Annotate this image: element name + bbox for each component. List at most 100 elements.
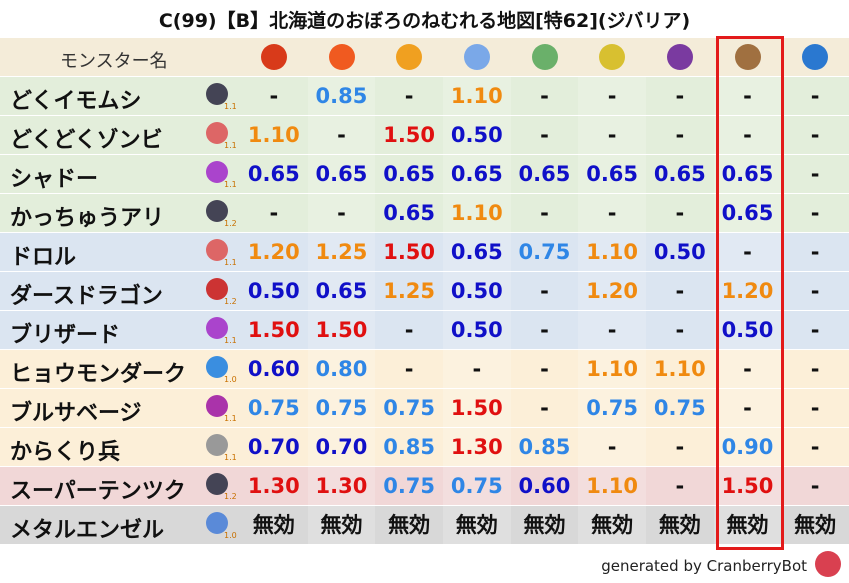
value-cell: - xyxy=(810,279,820,303)
version: 1.1 xyxy=(224,336,237,345)
name-cell: どくどくゾンビ 1.1 xyxy=(0,116,240,154)
value-cell: 0.50 xyxy=(713,311,782,349)
value-cell: - xyxy=(810,84,820,108)
value-cell: 1.50 xyxy=(443,389,511,427)
monster-icon xyxy=(206,317,228,339)
value-cell: - xyxy=(269,84,279,108)
monster-name: どくどくゾンビ xyxy=(10,128,163,153)
monster-row: どくイモムシ 1.1 - 0.85 - 1.10 - - - - - xyxy=(0,77,849,116)
monster-row: ヒョウモンダーク 1.0 0.60 0.80- - -1.10 1.10- - xyxy=(0,350,849,389)
value-cell: - xyxy=(578,428,646,466)
value-cell: - xyxy=(540,279,549,303)
monster-name: ドロル xyxy=(10,245,77,270)
version: 1.1 xyxy=(224,180,237,189)
version: 1.1 xyxy=(224,414,237,423)
monster-row: ダースドラゴン 1.2 0.50 0.65 1.25 0.50 - 1.20 - 1.20 - xyxy=(0,272,849,311)
value-cell: - xyxy=(675,123,685,147)
value-cell: 無効 xyxy=(307,506,376,544)
value-cell: - xyxy=(404,357,414,381)
value-cell: 0.75 xyxy=(518,240,571,264)
value-cell: 無効 xyxy=(794,513,837,537)
value-cell: 0.65 xyxy=(653,162,706,186)
monster-name: かっちゅうアリ xyxy=(10,206,165,231)
name-cell: ドロル 1.1 xyxy=(0,233,240,271)
name-cell: メタルエンゼル 1.0 xyxy=(0,506,240,544)
value-cell: 0.65 xyxy=(443,155,511,193)
element-icon xyxy=(599,44,626,70)
element-icon xyxy=(802,44,829,70)
monster-row: メタルエンゼル 1.0 無効 無効 無効 無効 無効 無効 無効 無効 無効 xyxy=(0,506,849,545)
value-cell: 1.50 xyxy=(307,311,376,349)
value-cell: - xyxy=(540,318,549,342)
monster-icon xyxy=(206,512,228,534)
monster-icon xyxy=(206,161,228,183)
value-cell: - xyxy=(307,194,376,232)
value-cell: 0.60 xyxy=(518,474,571,498)
value-cell: 1.10 xyxy=(578,350,646,388)
value-cell: - xyxy=(540,357,549,381)
value-cell: - xyxy=(578,116,646,154)
value-cell: - xyxy=(810,318,820,342)
version: 1.2 xyxy=(224,297,237,306)
highlight-box xyxy=(716,36,784,550)
monster-name: どくイモムシ xyxy=(10,89,142,114)
value-cell: 無効 xyxy=(578,506,646,544)
value-cell: - xyxy=(269,201,279,225)
value-cell: - xyxy=(404,318,414,342)
element-icon xyxy=(328,44,355,70)
value-cell: - xyxy=(675,318,685,342)
name-cell: ブルサベージ 1.1 xyxy=(0,389,240,427)
value-cell: 1.50 xyxy=(713,467,782,505)
element-icon xyxy=(734,44,761,70)
value-cell: 1.30 xyxy=(443,428,511,466)
value-cell: - xyxy=(810,396,820,420)
element-icon xyxy=(396,44,423,70)
monster-icon xyxy=(206,395,228,417)
monster-icon xyxy=(206,434,228,456)
monster-name: ブルサベージ xyxy=(10,401,142,426)
value-cell: - xyxy=(540,201,549,225)
value-cell: 1.10 xyxy=(578,233,646,271)
value-cell: - xyxy=(578,77,646,115)
bot-icon xyxy=(815,551,841,577)
value-cell: 0.75 xyxy=(653,396,706,420)
value-cell: 0.65 xyxy=(383,162,436,186)
value-cell: 0.75 xyxy=(383,396,436,420)
value-cell: 1.10 xyxy=(653,357,706,381)
value-cell: - xyxy=(675,201,685,225)
header-name: モンスター名 xyxy=(60,51,168,72)
value-cell: 1.25 xyxy=(383,279,436,303)
name-cell: シャドー 1.1 xyxy=(0,155,240,193)
value-cell: - xyxy=(675,435,685,459)
monster-icon xyxy=(206,356,228,378)
monster-name: ヒョウモンダーク xyxy=(10,362,187,387)
version: 1.1 xyxy=(224,102,237,111)
value-cell: 無効 xyxy=(523,513,566,537)
value-cell: 0.85 xyxy=(383,435,436,459)
name-cell: ヒョウモンダーク 1.0 xyxy=(0,350,240,388)
value-cell: 0.70 xyxy=(247,435,300,459)
name-cell: ブリザード 1.1 xyxy=(0,311,240,349)
value-cell: - xyxy=(810,201,820,225)
value-cell: 0.85 xyxy=(307,77,376,115)
value-cell: 0.65 xyxy=(247,162,300,186)
version: 1.2 xyxy=(224,219,237,228)
value-cell: - xyxy=(675,84,685,108)
value-cell: 1.10 xyxy=(443,77,511,115)
value-cell: 0.50 xyxy=(443,311,511,349)
title: C(99)【B】北海道のおぼろのねむれる地図[特62](ジバリア) xyxy=(158,10,691,32)
element-icon xyxy=(531,44,558,70)
name-cell: ダースドラゴン 1.2 xyxy=(0,272,240,310)
monster-name: スーパーテンツク xyxy=(10,479,186,504)
value-cell: - xyxy=(443,350,511,388)
value-cell: 1.50 xyxy=(383,123,436,147)
name-cell: どくイモムシ 1.1 xyxy=(0,77,240,115)
value-cell: 0.50 xyxy=(247,279,300,303)
value-cell: 0.65 xyxy=(307,272,376,310)
value-cell: 1.10 xyxy=(578,467,646,505)
value-cell: 1.25 xyxy=(307,233,376,271)
value-cell: 無効 xyxy=(658,513,701,537)
monster-row: ブルサベージ 1.1 0.75 0.75 0.75 1.50-0.75 0.75- - xyxy=(0,389,849,428)
value-cell: 0.70 xyxy=(307,428,376,466)
monster-icon xyxy=(206,473,228,495)
